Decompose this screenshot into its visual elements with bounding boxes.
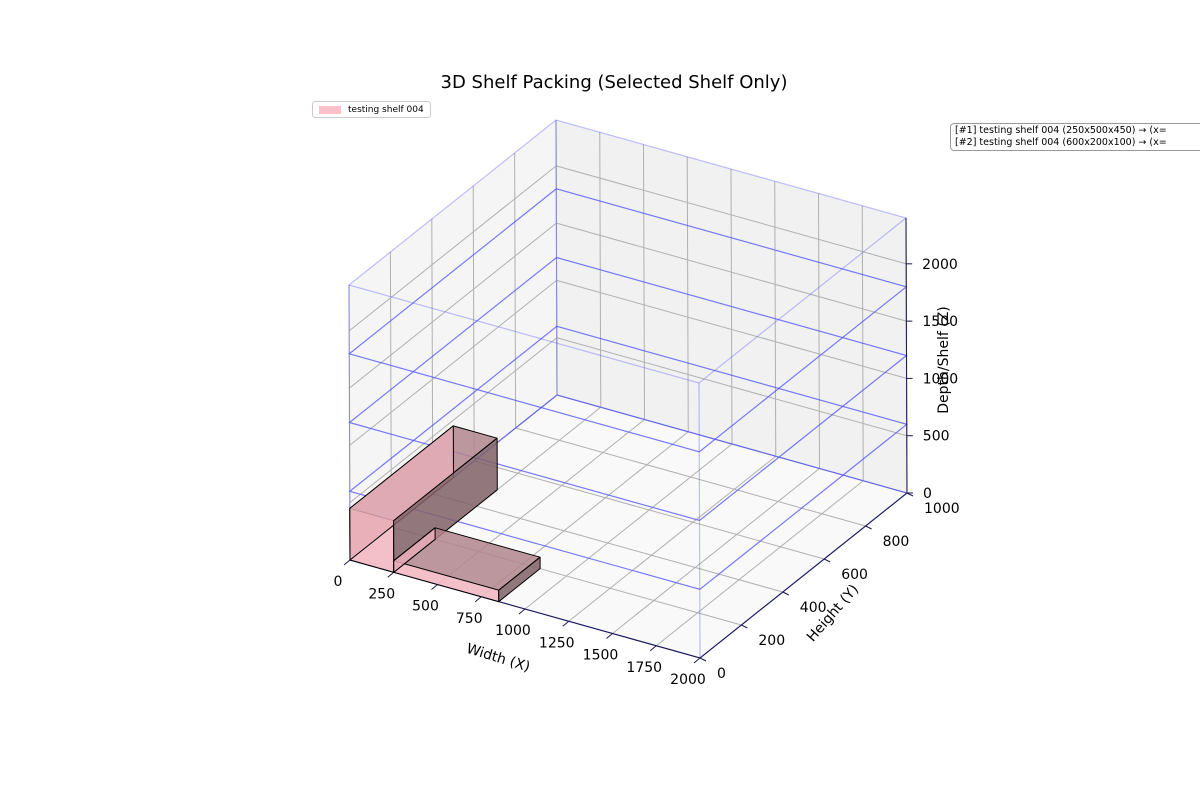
box-right-face [498,556,541,603]
legend: testing shelf 004 [312,101,431,118]
grid-line [655,480,864,647]
tick-label: 1000 [495,623,531,639]
tick-label: 0 [923,486,932,502]
tick-label: 2000 [922,257,958,273]
grid-line [556,222,907,322]
grid-line [349,337,558,504]
grid-line [612,468,820,634]
tick-mark [474,596,482,603]
grid-line [515,427,866,527]
z-axis-label: Depth/Shelf (Z) [936,306,952,414]
tick-labels: 0 250 500 750 1000 1250 1500 1750 2000 0 200 400 600… [334,257,960,688]
tick-label: 200 [758,633,785,649]
packed-box [393,527,541,603]
tick-mark [562,620,570,627]
tick-label: 600 [841,567,868,583]
y-axis-line [699,492,908,659]
container-edge [555,119,558,396]
tick-mark [606,633,613,639]
grid-line [349,280,557,446]
tick-label: 0 [334,574,343,590]
legend-label: testing shelf 004 [348,104,424,115]
grid-line [556,337,907,437]
tick-mark [518,608,526,615]
tick-mark [387,571,395,578]
box-left-face [393,527,436,573]
tick-label: 1750 [626,660,662,676]
box-right-face [393,437,498,573]
grid-line [348,165,557,332]
tick-label: 800 [883,534,910,550]
chart-title: 3D Shelf Packing (Selected Shelf Only) [441,72,788,93]
packed-box [349,425,498,573]
tick-mark [865,525,872,530]
packed-boxes [349,425,541,603]
placement-annotation: [#1] testing shelf 004 (250x500x450) → (… [950,123,1200,151]
tick-mark [693,657,701,664]
tick-mark [741,624,748,629]
tick-label: 2000 [670,672,706,688]
grid-line [432,493,783,593]
tick-label: 500 [923,429,950,445]
tick-label: 1500 [583,648,619,664]
annotation-line: [#1] testing shelf 004 (250x500x450) → (… [955,125,1167,136]
grid-line [349,222,557,389]
grid-line [556,279,907,379]
tick-mark [699,657,707,662]
tick-mark [782,591,790,596]
tick-label: 1250 [539,635,575,651]
tick-mark [343,559,351,566]
tick-label: 1500 [922,314,958,330]
grid-line [524,443,733,610]
container-edge [698,382,701,659]
tick-label: 400 [800,600,827,616]
grid-line [556,165,907,265]
grid-line [474,460,825,560]
x-axis-label: Width (X) [464,641,531,675]
tick-mark [431,584,438,590]
tick-label: 1000 [923,371,959,387]
tick-mark [649,645,657,652]
tick-label: 1000 [924,501,960,517]
grid-line [568,455,777,622]
annotation-line: [#2] testing shelf 004 (600x200x100) → (… [955,136,1167,148]
tick-label: 500 [412,599,439,615]
legend-swatch [319,105,341,114]
tick-label: 0 [717,666,726,682]
tick-mark [823,558,831,563]
tick-label: 250 [368,586,395,602]
tick-label: 750 [456,611,483,627]
